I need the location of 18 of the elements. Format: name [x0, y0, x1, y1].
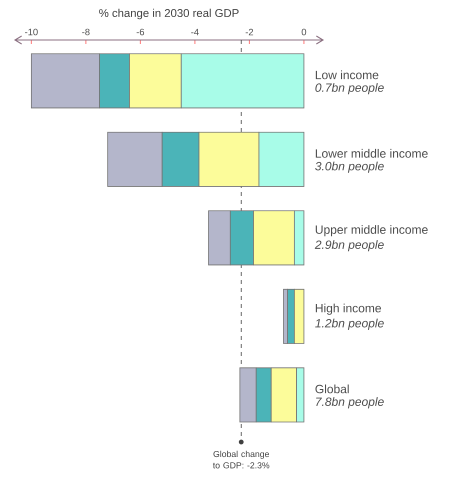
annotation: 0.7bn people — [315, 83, 384, 94]
x-tick-label: -6 — [136, 28, 144, 36]
annotation: 2.9bn people — [314, 240, 384, 252]
x-tick-label: 0 — [302, 28, 306, 36]
y-tick-label: Global — [315, 384, 349, 394]
y-tick-label: High income — [316, 304, 382, 315]
x-tick-label: -2 — [246, 28, 254, 36]
y-tick-label: Lower middle income — [316, 148, 428, 158]
x-tick-label: -10 — [25, 28, 38, 36]
chart-title: % change in 2030 real GDP — [99, 8, 239, 20]
x-tick-label: -8 — [82, 28, 90, 36]
y-tick-label: Low income — [316, 70, 378, 80]
y-tick-label: Upper middle income — [316, 225, 428, 236]
annotation: 1.2bn people — [315, 318, 384, 330]
x-tick-label: -4 — [191, 28, 199, 36]
ref-line-label: Global change to GDP: -2.3% — [212, 450, 270, 468]
annotation: 3.0bn people — [315, 162, 384, 173]
annotation: 7.8bn people — [316, 397, 384, 408]
